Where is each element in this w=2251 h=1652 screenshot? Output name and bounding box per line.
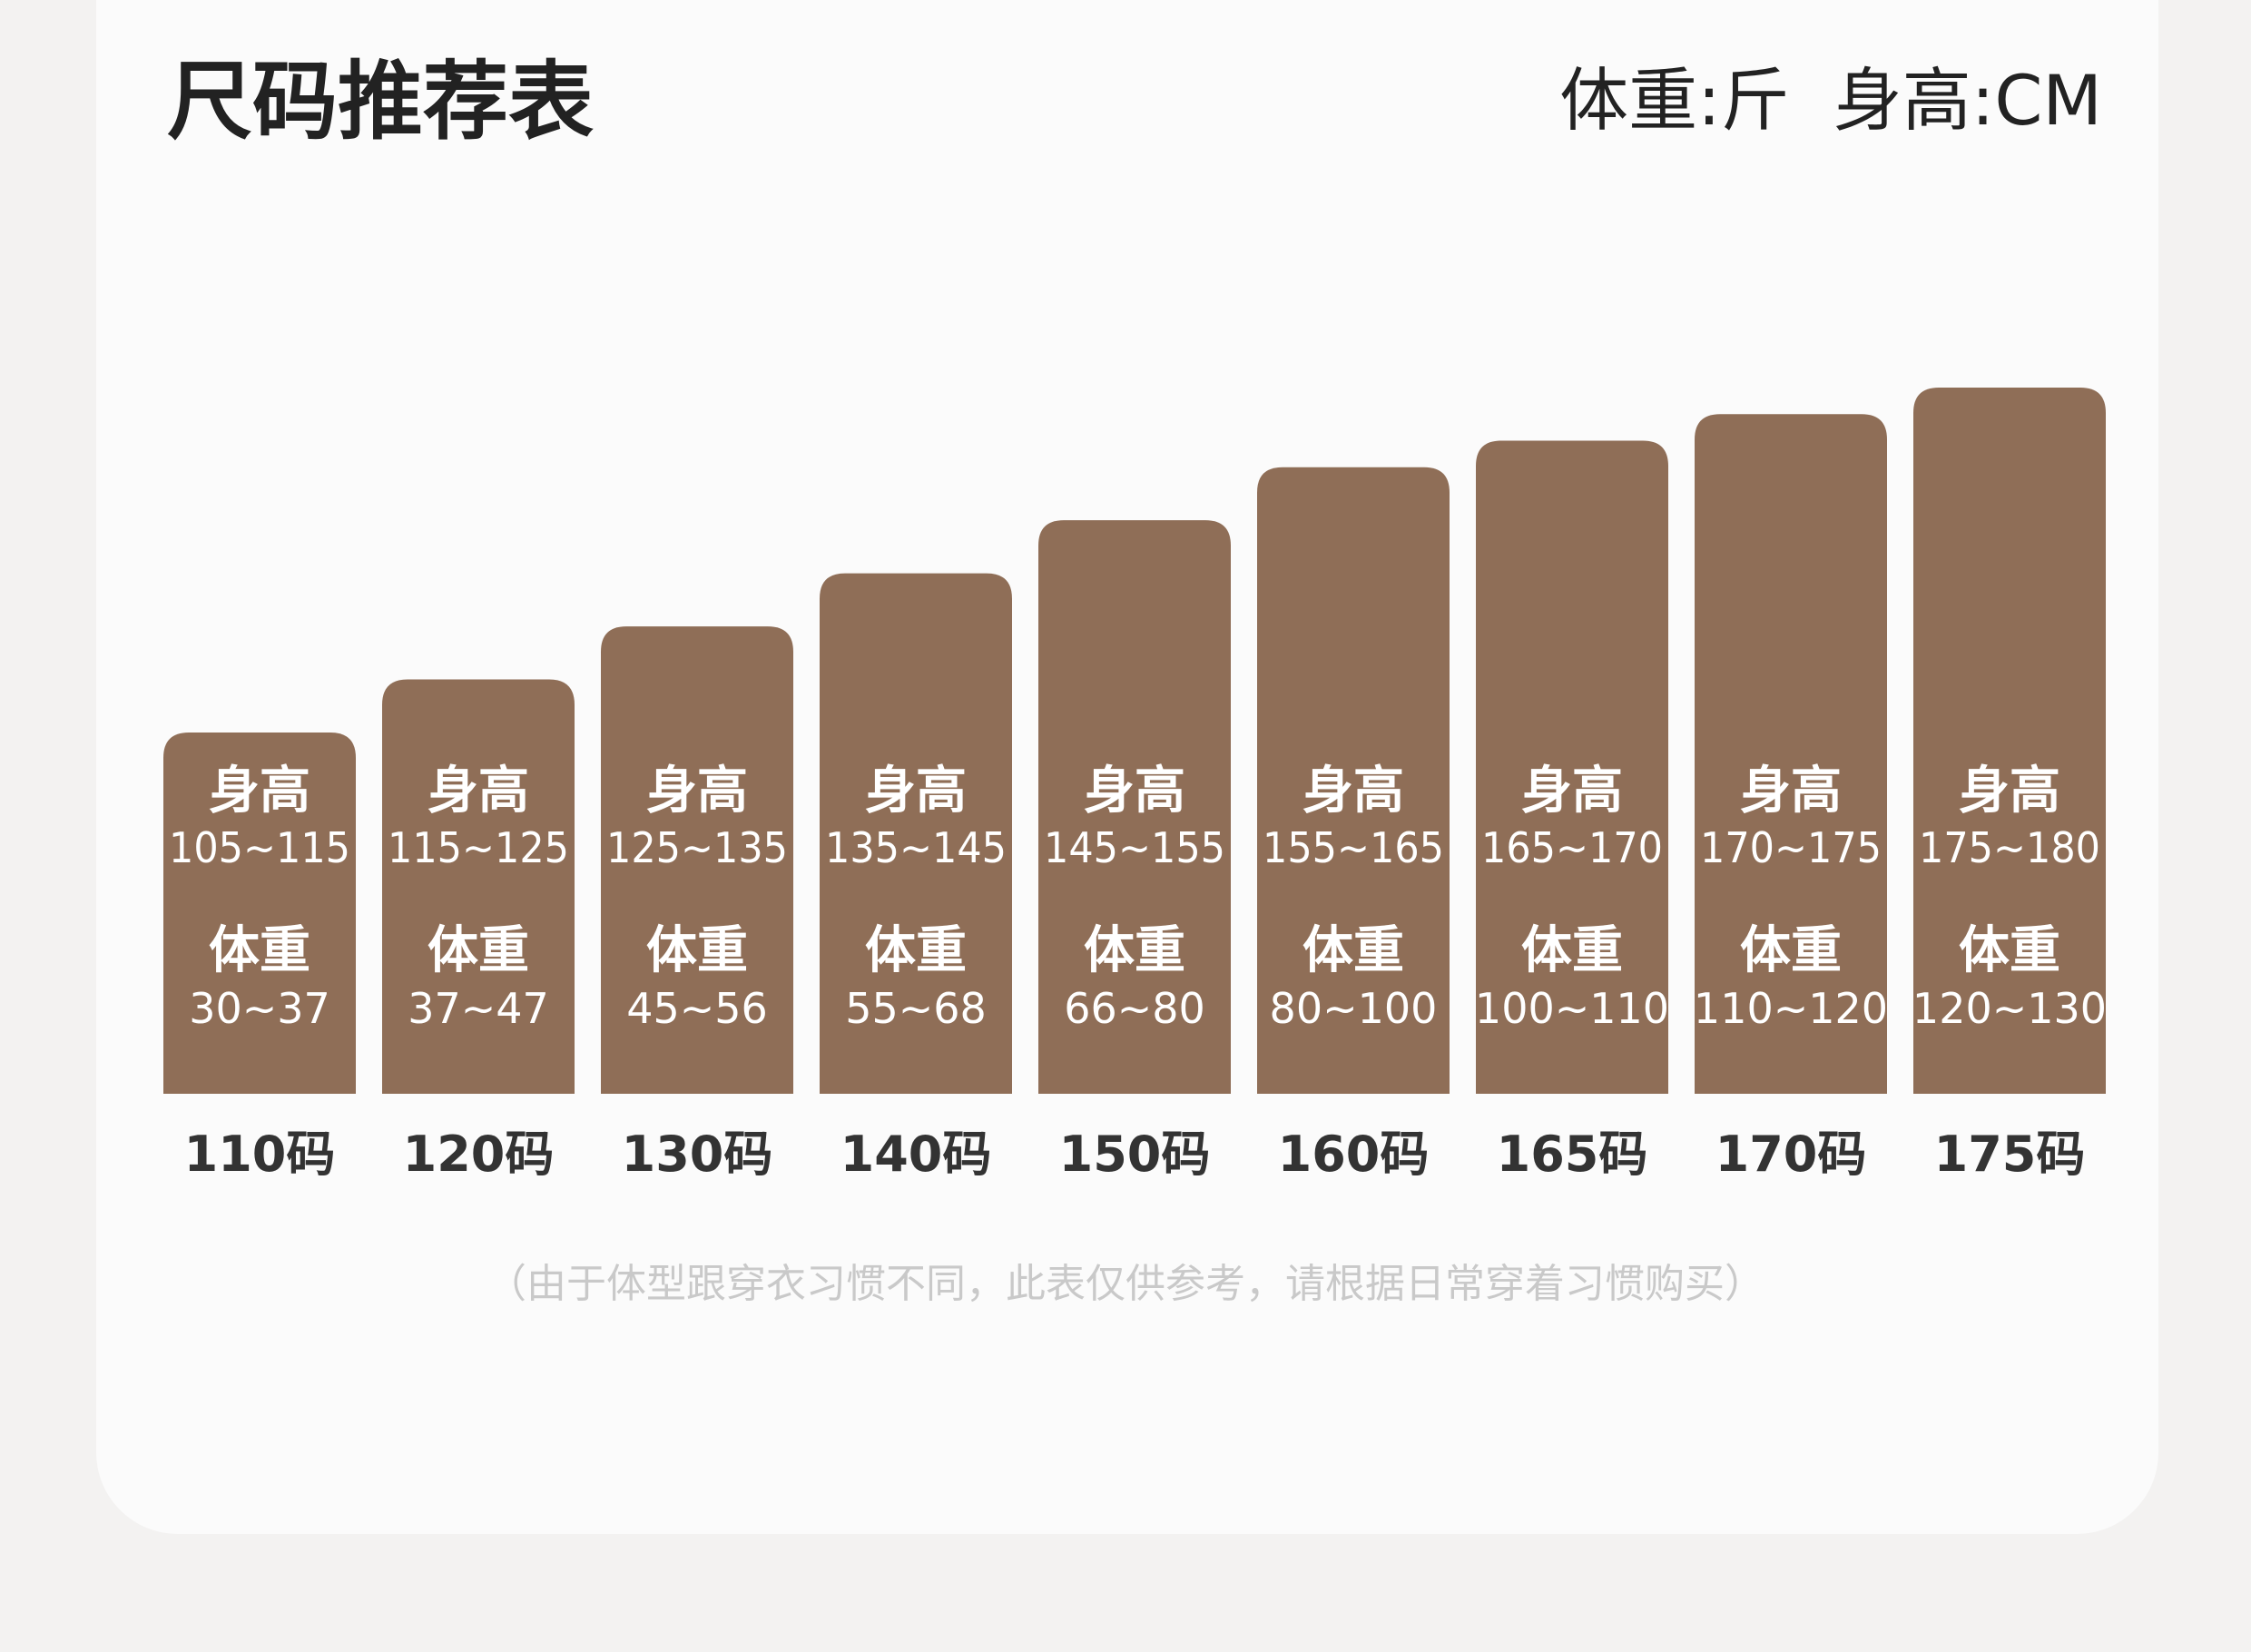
bar-weight-label: 体重 bbox=[646, 921, 748, 980]
bar-height-range: 105~115 bbox=[169, 823, 350, 872]
bar-weight-range: 45~56 bbox=[626, 984, 768, 1033]
bar-weight-label: 体重 bbox=[1302, 921, 1404, 980]
bar-height-label: 身高 bbox=[1959, 762, 2060, 821]
bar-weight-label: 体重 bbox=[1959, 921, 2060, 980]
size-category-label: 140码 bbox=[840, 1126, 992, 1183]
size-category-label: 175码 bbox=[1934, 1126, 2086, 1183]
bar-height-label: 身高 bbox=[1084, 762, 1185, 821]
bar-height-label: 身高 bbox=[1740, 762, 1842, 821]
bar-weight-range: 55~68 bbox=[845, 984, 987, 1033]
bar-height-range: 135~145 bbox=[825, 823, 1007, 872]
bar-height-range: 155~165 bbox=[1263, 823, 1444, 872]
unit-weight-label: 体重:斤 bbox=[1559, 60, 1790, 141]
bar-height-range: 170~175 bbox=[1700, 823, 1882, 872]
bar-weight-range: 30~37 bbox=[189, 984, 330, 1033]
size-bar bbox=[163, 733, 356, 1094]
bar-weight-label: 体重 bbox=[1521, 921, 1623, 980]
size-category-label: 160码 bbox=[1278, 1126, 1430, 1183]
size-bar bbox=[1913, 388, 2106, 1094]
size-category-label: 110码 bbox=[184, 1126, 336, 1183]
bar-height-label: 身高 bbox=[1521, 762, 1623, 821]
size-category-label: 150码 bbox=[1059, 1126, 1211, 1183]
bar-weight-range: 110~120 bbox=[1694, 984, 1888, 1033]
unit-height-label: 身高:CM bbox=[1833, 60, 2102, 141]
bar-weight-label: 体重 bbox=[428, 921, 529, 980]
bar-height-label: 身高 bbox=[865, 762, 967, 821]
bar-weight-label: 体重 bbox=[1740, 921, 1842, 980]
bar-height-label: 身高 bbox=[646, 762, 748, 821]
size-category-label: 130码 bbox=[622, 1126, 773, 1183]
bar-weight-label: 体重 bbox=[1084, 921, 1185, 980]
size-bar bbox=[1695, 414, 1887, 1094]
bar-height-label: 身高 bbox=[1302, 762, 1404, 821]
bar-height-range: 165~170 bbox=[1481, 823, 1663, 872]
bar-height-label: 身高 bbox=[428, 762, 529, 821]
page-title: 尺码推荐表 bbox=[167, 53, 595, 152]
size-category-label: 170码 bbox=[1715, 1126, 1867, 1183]
size-bar bbox=[601, 626, 793, 1094]
units-legend: 体重:斤 身高:CM bbox=[1559, 51, 2102, 151]
size-bar bbox=[1257, 467, 1450, 1094]
bar-height-range: 175~180 bbox=[1919, 823, 2100, 872]
bar-height-label: 身高 bbox=[209, 762, 310, 821]
bar-weight-label: 体重 bbox=[865, 921, 967, 980]
bar-weight-range: 100~110 bbox=[1475, 984, 1669, 1033]
size-category-label: 165码 bbox=[1497, 1126, 1648, 1183]
size-bar bbox=[1476, 440, 1668, 1094]
bar-height-range: 125~135 bbox=[606, 823, 788, 872]
bar-height-range: 145~155 bbox=[1044, 823, 1225, 872]
size-bar bbox=[382, 679, 575, 1094]
disclaimer-note: （由于体型跟穿衣习惯不同，此表仅供参考，请根据日常穿着习惯购买） bbox=[487, 1261, 1764, 1307]
bar-weight-range: 120~130 bbox=[1912, 984, 2107, 1033]
bar-height-range: 115~125 bbox=[388, 823, 569, 872]
size-bar bbox=[1038, 520, 1231, 1094]
bar-weight-label: 体重 bbox=[209, 921, 310, 980]
bar-weight-range: 37~47 bbox=[408, 984, 549, 1033]
bar-weight-range: 66~80 bbox=[1064, 984, 1205, 1033]
size-bar bbox=[820, 573, 1012, 1094]
bar-weight-range: 80~100 bbox=[1270, 984, 1438, 1033]
size-category-label: 120码 bbox=[403, 1126, 555, 1183]
